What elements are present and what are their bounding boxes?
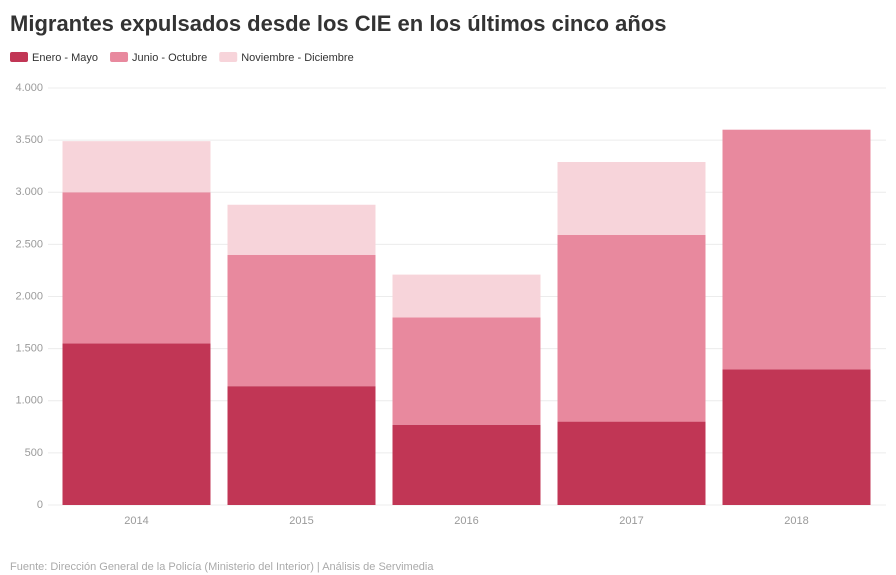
y-tick-label: 0 — [37, 499, 43, 511]
bar-segment — [227, 204, 376, 255]
chart-title: Migrantes expulsados desde los CIE en lo… — [10, 11, 667, 36]
bar-segment — [62, 192, 211, 344]
x-tick-label: 2015 — [289, 515, 313, 527]
bar-segment — [557, 234, 706, 422]
legend-swatch — [110, 52, 129, 62]
bar-segment — [557, 162, 706, 235]
bar-segment — [722, 369, 871, 505]
y-tick-label: 2.500 — [15, 238, 43, 250]
legend-swatch — [219, 52, 238, 62]
y-tick-label: 3.500 — [15, 134, 43, 146]
legend-swatch — [10, 52, 28, 62]
bar-segment — [392, 424, 541, 505]
bar-segment — [227, 386, 376, 505]
y-tick-label: 2.000 — [15, 290, 43, 302]
bar-segment — [62, 343, 211, 505]
bar-segment — [392, 274, 541, 318]
legend-label: Enero - Mayo — [32, 52, 98, 64]
x-tick-label: 2014 — [124, 515, 148, 527]
y-tick-label: 3.000 — [15, 186, 43, 198]
y-tick-label: 1.500 — [15, 343, 43, 355]
y-tick-label: 1.000 — [15, 395, 43, 407]
legend-label: Noviembre - Diciembre — [241, 52, 353, 64]
bar-segment — [722, 129, 871, 370]
bar-segment — [62, 141, 211, 193]
legend-label: Junio - Octubre — [132, 52, 207, 64]
bar-segment — [557, 421, 706, 505]
source: Fuente: Dirección General de la Policía … — [10, 561, 434, 573]
bar-segment — [227, 254, 376, 387]
x-tick-label: 2018 — [784, 515, 808, 527]
y-tick-label: 500 — [25, 447, 43, 459]
y-tick-label: 4.000 — [15, 82, 43, 94]
x-tick-label: 2016 — [454, 515, 478, 527]
bar-segment — [392, 317, 541, 425]
x-tick-label: 2017 — [619, 515, 643, 527]
